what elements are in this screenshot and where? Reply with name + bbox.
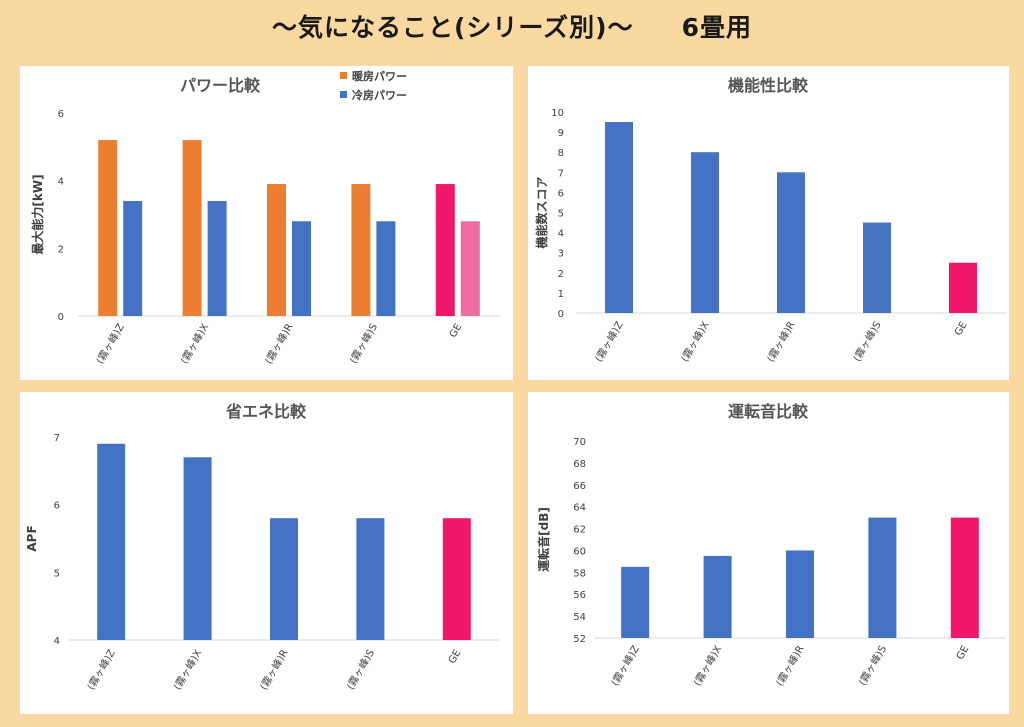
y-tick-label: 10 [551, 108, 564, 119]
legend-swatch [340, 91, 347, 98]
category-label: (霧ヶ峰)Z [85, 647, 118, 692]
y-tick-label: 62 [573, 525, 586, 536]
category-label: (霧ヶ峰)S [348, 322, 380, 366]
bar-heat [98, 140, 118, 316]
y-tick-label: 6 [558, 188, 564, 199]
bar [868, 517, 897, 638]
y-tick-label: 9 [558, 128, 564, 139]
bar [863, 222, 891, 313]
category-label: (霧ヶ峰)R [774, 643, 807, 688]
chart-title: 省エネ比較 [225, 402, 307, 421]
category-label: (霧ヶ峰)R [258, 647, 291, 692]
category-label: (霧ヶ峰)S [851, 320, 883, 364]
y-tick-label: 64 [573, 503, 586, 514]
function-chart: 機能性比較 0 1 2 3 4 5 6 7 8 9 10 機能数スコア (霧ヶ峰)Z (霧ヶ峰)X (霧ヶ峰)… [534, 76, 1006, 364]
y-tick-label: 5 [54, 568, 60, 579]
y-tick-label: 3 [558, 249, 564, 260]
chart-title: パワー比較 [180, 76, 261, 95]
page-title-suffix: 6畳用 [681, 13, 752, 42]
category-label: (霧ヶ峰)Z [94, 321, 127, 366]
chart-title: 運転音比較 [728, 402, 809, 421]
bar [703, 555, 732, 638]
page-title: ～気になること(シリーズ別)～ 6畳用 [0, 8, 1024, 44]
power-chart-panel: パワー比較 0 2 4 6 最大能力[kW] (霧ヶ峰)Z (霧ヶ峰)X (霧ヶ峰)R (霧ヶ峰)… [20, 66, 513, 380]
y-tick-label: 5 [558, 209, 564, 220]
noise-chart: 運転音比較 52 54 56 58 60 62 64 66 68 70 運転音[dB] (霧ヶ峰)Z (霧… [536, 402, 1006, 688]
category-label: GE [955, 644, 972, 662]
category-label: (霧ヶ峰)R [765, 319, 798, 364]
category-label: (霧ヶ峰)S [345, 648, 377, 692]
function-chart-panel: 機能性比較 0 1 2 3 4 5 6 7 8 9 10 機能数スコア (霧ヶ峰)Z (霧ヶ峰)X (霧ヶ峰)… [528, 66, 1009, 380]
category-label: (霧ヶ峰)R [263, 321, 296, 366]
efficiency-chart: 省エネ比較 4 5 6 7 APF (霧ヶ峰)Z (霧ヶ峰)X (霧ヶ峰)R (霧ヶ峰)S GE [25, 402, 500, 692]
power-chart: パワー比較 0 2 4 6 最大能力[kW] (霧ヶ峰)Z (霧ヶ峰)X (霧ヶ峰)R (霧ヶ峰)… [30, 69, 500, 366]
bar [183, 457, 212, 640]
category-label: GE [448, 322, 465, 340]
y-tick-label: 66 [573, 481, 586, 492]
bar [442, 518, 471, 640]
bar-cool [376, 221, 396, 316]
y-tick-label: 4 [558, 229, 564, 240]
bar-heat [351, 184, 371, 316]
bar-heat [435, 184, 455, 316]
y-tick-label: 1 [558, 289, 564, 300]
legend-label: 暖房パワー [352, 69, 407, 83]
category-label: (霧ヶ峰)X [178, 321, 211, 366]
bar [777, 172, 805, 313]
bar-cool [123, 200, 143, 316]
bar [270, 518, 298, 640]
y-tick-label: 58 [573, 568, 586, 579]
legend-label: 冷房パワー [352, 88, 407, 102]
page-title-main: ～気になること(シリーズ別)～ [271, 13, 634, 42]
bar [356, 518, 385, 640]
bar [605, 122, 633, 313]
category-label: (霧ヶ峰)X [171, 647, 204, 692]
category-label: GE [447, 648, 464, 666]
bar [691, 152, 719, 313]
bar-heat [182, 140, 202, 316]
y-tick-label: 6 [54, 501, 60, 512]
y-axis-label: APF [25, 525, 39, 551]
y-tick-label: 2 [58, 244, 64, 255]
bar [786, 550, 814, 638]
bar-heat [267, 184, 286, 316]
noise-chart-panel: 運転音比較 52 54 56 58 60 62 64 66 68 70 運転音[dB] (霧ヶ峰)Z (霧… [528, 392, 1009, 714]
y-axis-label: 機能数スコア [534, 176, 549, 248]
efficiency-chart-panel: 省エネ比較 4 5 6 7 APF (霧ヶ峰)Z (霧ヶ峰)X (霧ヶ峰)R (霧ヶ峰)S GE [20, 392, 513, 714]
y-axis-label: 最大能力[kW] [30, 174, 45, 254]
y-tick-label: 70 [573, 437, 586, 448]
category-label: (霧ヶ峰)X [691, 643, 724, 688]
category-label: (霧ヶ峰)X [679, 319, 712, 364]
y-tick-label: 6 [58, 109, 64, 120]
category-label: (霧ヶ峰)Z [609, 643, 642, 688]
y-tick-label: 4 [58, 177, 64, 188]
bar [621, 566, 650, 638]
y-tick-label: 7 [54, 433, 60, 444]
category-label: GE [953, 320, 970, 338]
y-tick-label: 54 [573, 612, 586, 623]
y-tick-label: 0 [58, 312, 64, 323]
bar-cool [460, 221, 480, 316]
chart-title: 機能性比較 [728, 76, 809, 95]
y-tick-label: 7 [558, 168, 564, 179]
y-tick-label: 52 [573, 634, 586, 645]
y-tick-label: 68 [573, 459, 586, 470]
legend-swatch [340, 72, 347, 79]
y-tick-label: 0 [558, 309, 564, 320]
bar-cool [292, 221, 311, 316]
y-axis-label: 運転音[dB] [536, 507, 551, 572]
bar [97, 443, 126, 640]
y-tick-label: 60 [573, 546, 586, 557]
category-label: (霧ヶ峰)Z [593, 319, 626, 364]
bar [949, 262, 977, 313]
y-tick-label: 56 [573, 590, 586, 601]
y-tick-label: 4 [54, 636, 60, 647]
category-label: (霧ヶ峰)S [857, 644, 889, 688]
y-tick-label: 2 [558, 269, 564, 280]
bar-cool [207, 200, 227, 316]
bar [950, 517, 979, 638]
y-tick-label: 8 [558, 148, 564, 159]
